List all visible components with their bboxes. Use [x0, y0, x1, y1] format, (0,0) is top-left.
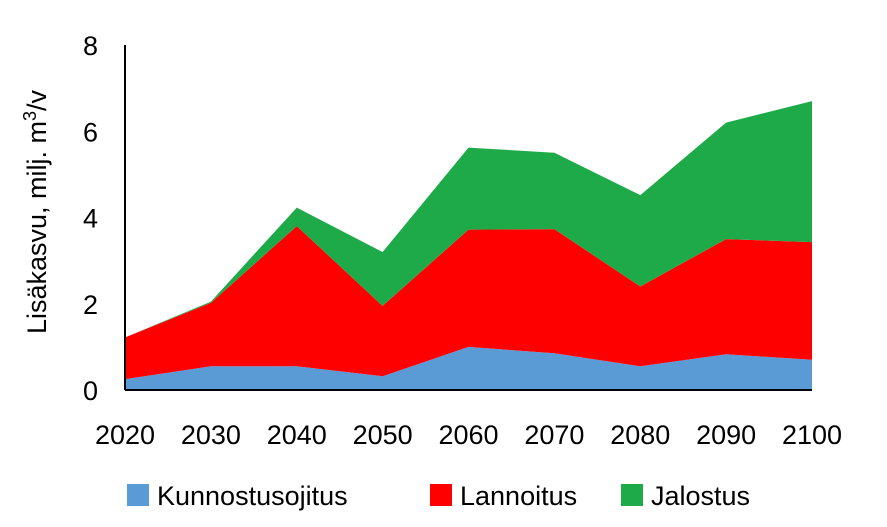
legend-item: Lannoitus: [430, 481, 577, 511]
y-axis-title-main: Lisäkasvu, milj. m: [22, 121, 52, 334]
y-tick-label: 6: [83, 117, 98, 147]
x-tick-label: 2020: [95, 420, 155, 450]
legend-swatch: [430, 484, 452, 506]
legend-label: Lannoitus: [460, 481, 577, 511]
y-tick-label: 2: [83, 290, 98, 320]
x-tick-label: 2100: [782, 420, 842, 450]
area-series-0: [125, 346, 812, 390]
legend-swatch: [621, 484, 643, 506]
x-tick-label: 2040: [267, 420, 327, 450]
x-tick-label: 2060: [438, 420, 498, 450]
x-tick-label: 2030: [181, 420, 241, 450]
legend-label: Jalostus: [651, 481, 750, 511]
y-axis-title-superscript: 3: [20, 111, 40, 121]
x-tick-label: 2090: [696, 420, 756, 450]
y-tick-label: 0: [83, 376, 98, 406]
y-tick-label: 8: [83, 31, 98, 61]
y-tick-labels: 0 2 4 6 8: [83, 31, 98, 406]
area-series-1: [125, 226, 812, 380]
legend-swatch: [127, 484, 149, 506]
legend-item: Kunnostusojitus: [127, 481, 348, 511]
legend-label: Kunnostusojitus: [157, 481, 348, 511]
x-tick-labels: 2020 2030 2040 2050 2060 2070 2080 2090 2100: [95, 420, 842, 450]
legend: Kunnostusojitus Lannoitus Jalostus: [127, 481, 750, 511]
y-axis-title: Lisäkasvu, milj. m3/v: [20, 89, 52, 334]
y-axis-title-tail: /v: [22, 89, 52, 111]
legend-item: Jalostus: [621, 481, 750, 511]
area-series-2: [125, 101, 812, 338]
x-tick-label: 2050: [353, 420, 413, 450]
plot-area: [125, 101, 812, 390]
axes: [124, 45, 812, 391]
y-tick-label: 4: [83, 204, 98, 234]
x-tick-label: 2080: [610, 420, 670, 450]
x-tick-label: 2070: [524, 420, 584, 450]
